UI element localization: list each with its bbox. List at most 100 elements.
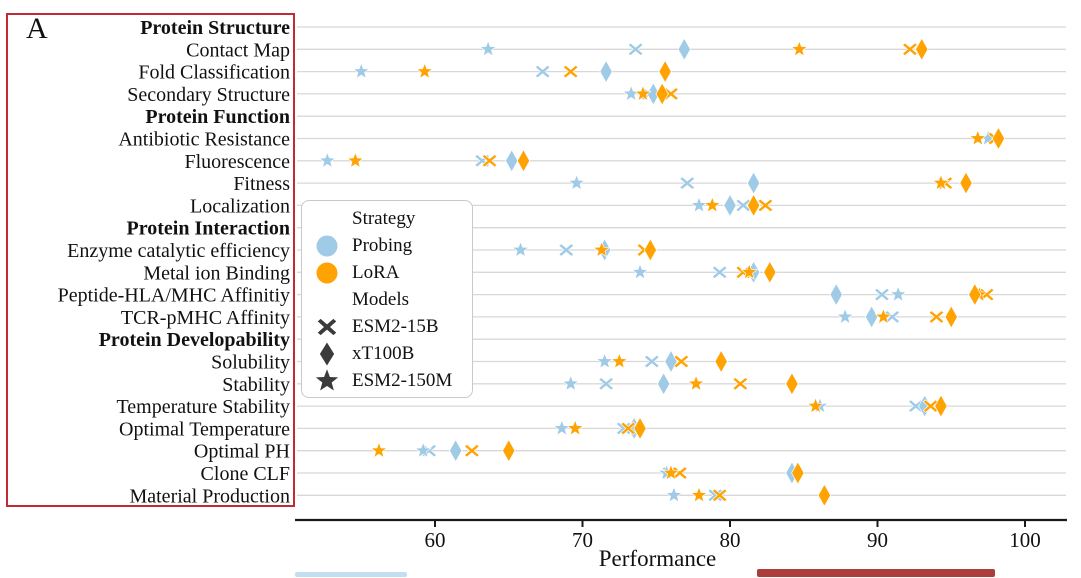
point-lora-esm2-15b: [481, 154, 498, 168]
point-probing-esm2-15b: [558, 243, 575, 257]
point-lora-xt100b: [746, 193, 761, 218]
category-label-metal-ion-binding: Metal ion Binding: [143, 262, 290, 284]
point-probing-xt100b: [449, 438, 463, 463]
point-lora-esm2-15b: [562, 64, 579, 79]
point-lora-esm2-15b: [620, 421, 637, 436]
point-lora-xt100b: [655, 82, 669, 106]
point-lora-esm2-15b: [928, 310, 945, 324]
point-probing-esm2-15b: [711, 265, 728, 280]
category-label-secondary-structure: Secondary Structure: [127, 84, 290, 106]
point-probing-esm2-150m: [889, 285, 907, 303]
point-probing-esm2-150m: [836, 307, 854, 325]
point-lora-esm2-150m: [806, 396, 825, 414]
point-probing-xt100b: [599, 59, 613, 84]
x-marker-icon: [317, 318, 337, 335]
category-label-optimal-ph: Optimal PH: [194, 441, 290, 463]
category-label-clone-clf: Clone CLF: [201, 463, 290, 485]
x-tick-label-90: 90: [867, 528, 888, 552]
category-label-antibiotic-resistance: Antibiotic Resistance: [118, 129, 290, 151]
category-label-peptide-hla-mhc-affinitiy: Peptide-HLA/MHC Affinitiy: [58, 285, 290, 307]
point-lora-esm2-150m: [370, 441, 388, 459]
legend-item-lora: LoRA: [302, 259, 472, 286]
point-lora-esm2-150m: [346, 151, 365, 169]
lora-circle-icon: [316, 262, 338, 283]
point-probing-xt100b: [723, 193, 737, 218]
category-label-fold-classification: Fold Classification: [138, 62, 290, 84]
point-probing-esm2-150m: [318, 151, 337, 169]
point-probing-esm2-150m: [631, 263, 649, 280]
point-probing-esm2-150m: [553, 419, 571, 436]
point-lora-esm2-15b: [732, 377, 749, 391]
point-lora-xt100b: [968, 282, 982, 307]
point-lora-esm2-150m: [566, 419, 584, 436]
point-probing-esm2-150m: [511, 240, 530, 258]
point-lora-xt100b: [714, 349, 728, 374]
x-tick-label-70: 70: [572, 528, 593, 552]
category-label-protein-interaction: Protein Interaction: [127, 218, 291, 240]
point-lora-xt100b: [763, 260, 777, 285]
point-probing-esm2-150m: [690, 196, 708, 213]
point-probing-esm2-15b: [643, 354, 660, 369]
point-lora-esm2-15b: [673, 354, 690, 369]
point-probing-xt100b: [746, 171, 761, 195]
legend-item-esm2-15b: ESM2-15B: [302, 313, 472, 340]
x-axis-title: Performance: [599, 546, 717, 571]
point-lora-xt100b: [658, 59, 672, 84]
point-lora-esm2-150m: [687, 374, 705, 392]
point-lora-esm2-150m: [932, 173, 950, 191]
point-lora-esm2-150m: [740, 263, 758, 280]
category-label-protein-structure: Protein Structure: [140, 17, 290, 39]
legend-item-probing: Probing: [302, 232, 472, 259]
point-lora-esm2-150m: [874, 307, 893, 325]
clipped-text-artifact-1: [757, 569, 995, 577]
x-tick-label-100: 100: [1009, 528, 1041, 552]
point-lora-xt100b: [944, 305, 958, 329]
category-label-fluorescence: Fluorescence: [184, 151, 290, 173]
point-probing-xt100b: [505, 149, 519, 173]
x-tick-label-60: 60: [425, 528, 446, 552]
point-lora-xt100b: [502, 438, 516, 463]
star-marker-icon: [315, 368, 339, 390]
point-lora-xt100b: [817, 483, 832, 508]
point-probing-xt100b: [864, 305, 879, 329]
point-lora-xt100b: [633, 416, 647, 441]
point-lora-esm2-150m: [415, 62, 434, 80]
panel-letter: A: [26, 12, 48, 45]
legend-title-models: Models: [352, 288, 409, 310]
legend-item-xt100b: xT100B: [302, 340, 472, 367]
category-label-optimal-temperature: Optimal Temperature: [119, 418, 290, 440]
probing-circle-icon: [316, 235, 338, 256]
point-lora-esm2-150m: [969, 129, 987, 146]
point-probing-esm2-15b: [598, 377, 614, 391]
category-label-tcr-pmhc-affinity: TCR-pMHC Affinity: [121, 307, 290, 329]
point-probing-esm2-15b: [679, 176, 696, 190]
point-lora-xt100b: [915, 37, 929, 62]
point-probing-xt100b: [657, 372, 671, 396]
point-lora-esm2-15b: [757, 198, 774, 213]
point-lora-esm2-150m: [592, 240, 611, 258]
point-probing-esm2-150m: [665, 486, 683, 503]
category-label-enzyme-catalytic-efficiency: Enzyme catalytic efficiency: [67, 240, 290, 262]
legend-item-esm2-150m: ESM2-150M: [302, 367, 472, 394]
point-probing-esm2-150m: [352, 62, 370, 80]
category-label-protein-developability: Protein Developability: [99, 329, 290, 351]
point-lora-esm2-15b: [711, 488, 728, 503]
point-probing-xt100b: [664, 349, 678, 374]
point-lora-esm2-150m: [690, 486, 708, 503]
point-probing-esm2-150m: [567, 173, 586, 191]
category-label-fitness: Fitness: [233, 173, 290, 195]
point-lora-esm2-15b: [463, 443, 480, 458]
point-lora-esm2-150m: [634, 84, 652, 102]
point-lora-xt100b: [643, 238, 657, 262]
point-lora-xt100b: [785, 372, 799, 396]
category-label-stability: Stability: [222, 374, 290, 396]
category-label-material-production: Material Production: [129, 485, 290, 507]
category-label-protein-function: Protein Function: [145, 106, 290, 128]
x-tick-label-80: 80: [720, 528, 741, 552]
category-label-contact-map: Contact Map: [186, 39, 290, 61]
point-probing-esm2-150m: [561, 374, 580, 392]
point-lora-esm2-15b: [902, 42, 918, 57]
point-probing-xt100b: [677, 37, 691, 62]
